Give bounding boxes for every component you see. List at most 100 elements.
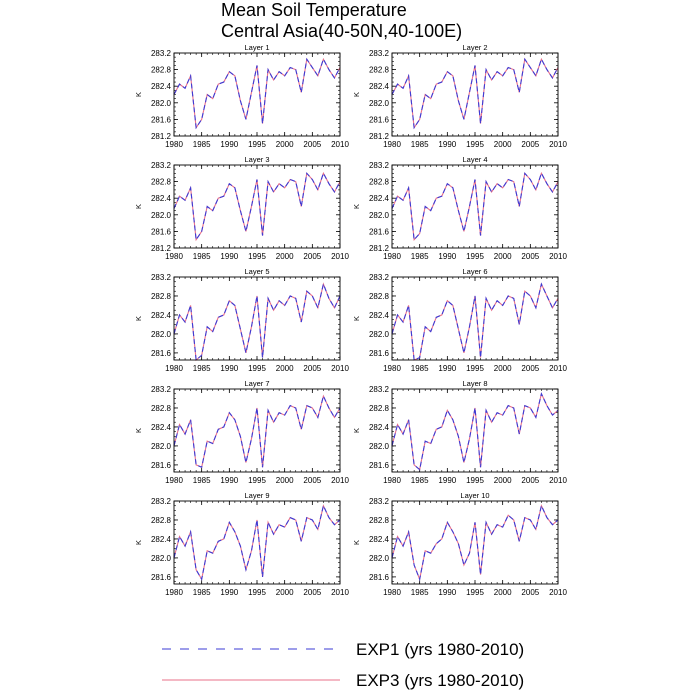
series-exp1-line (391, 392, 559, 471)
y-tick-label: 282.8 (369, 292, 390, 301)
panel-title: Layer 9 (244, 491, 269, 500)
x-tick-label: 1980 (383, 476, 401, 485)
y-tick-label: 282.0 (151, 442, 172, 451)
x-tick-label: 1995 (248, 588, 266, 597)
y-tick-label: 281.2 (369, 132, 390, 141)
x-tick-label: 2000 (276, 364, 294, 373)
y-tick-label: 282.0 (151, 99, 172, 108)
panel-frame (391, 500, 559, 585)
y-tick-label: 282.0 (151, 554, 172, 563)
x-tick-label: 1995 (466, 364, 484, 373)
x-tick-label: 2010 (549, 588, 567, 597)
x-tick-label: 2000 (494, 140, 512, 149)
x-tick-label: 1985 (193, 252, 211, 261)
y-tick-label: 282.4 (369, 194, 390, 203)
y-tick-label: 283.2 (369, 385, 390, 394)
series-exp1-line (173, 171, 341, 242)
panel-layer-4: Layer 4 1980 1985 1990 1995 2000 2005 2010 283.2… (352, 155, 567, 261)
x-tick-label: 1995 (248, 252, 266, 261)
y-tick-label: 281.2 (369, 244, 390, 253)
x-tick-label: 2010 (331, 140, 349, 149)
series-exp3-line (173, 282, 341, 362)
panel-frame (391, 52, 559, 137)
y-tick-label: 281.6 (151, 115, 172, 124)
x-tick-label: 2010 (331, 588, 349, 597)
legend-label-1: EXP1 (yrs 1980-2010) (356, 640, 524, 659)
x-tick-label: 2000 (494, 252, 512, 261)
x-tick-label: 1990 (438, 476, 456, 485)
y-tick-label: 281.6 (151, 349, 172, 358)
x-tick-label: 2005 (521, 588, 539, 597)
x-tick-label: 2000 (276, 588, 294, 597)
legend-label-2: EXP3 (yrs 1980-2010) (356, 671, 524, 690)
x-tick-label: 1995 (248, 140, 266, 149)
panel-layer-1: Layer 1 1980 1985 1990 1995 2000 2005 2010 283.2… (134, 43, 349, 149)
x-tick-label: 1985 (193, 588, 211, 597)
series-exp1-line (391, 57, 559, 130)
y-tick-label: 281.6 (369, 349, 390, 358)
x-tick-label: 2000 (276, 140, 294, 149)
x-tick-label: 2010 (549, 476, 567, 485)
y-axis-label: K (134, 316, 143, 321)
panel-layer-7: Layer 7 1980 1985 1990 1995 2000 2005 2010 283.2… (134, 379, 349, 485)
panel-layer-6: Layer 6 1980 1985 1990 1995 2000 2005 2010 283.2… (352, 267, 567, 373)
x-tick-label: 1985 (411, 140, 429, 149)
y-tick-label: 282.8 (151, 516, 172, 525)
y-axis-label: K (134, 428, 143, 433)
panel-layer-3: Layer 3 1980 1985 1990 1995 2000 2005 2010 283.2… (134, 155, 349, 261)
y-tick-label: 282.8 (151, 178, 172, 187)
x-tick-label: 2000 (494, 364, 512, 373)
y-axis-label: K (352, 316, 361, 321)
x-tick-label: 1995 (248, 476, 266, 485)
y-tick-label: 283.2 (369, 273, 390, 282)
x-tick-label: 1995 (466, 588, 484, 597)
y-tick-label: 282.0 (151, 211, 172, 220)
y-tick-label: 282.4 (369, 535, 390, 544)
x-tick-label: 1995 (466, 140, 484, 149)
x-tick-label: 2010 (331, 476, 349, 485)
panel-frame (173, 388, 341, 473)
series-exp3-line (173, 504, 341, 581)
x-tick-label: 1980 (165, 252, 183, 261)
panel-layer-9: Layer 9 1980 1985 1990 1995 2000 2005 2010 283.2… (134, 491, 349, 597)
x-tick-label: 1985 (411, 476, 429, 485)
x-tick-label: 1990 (220, 252, 238, 261)
y-axis-label: K (352, 540, 361, 545)
panel-title: Layer 5 (244, 267, 269, 276)
x-tick-label: 2010 (549, 252, 567, 261)
x-tick-label: 2010 (331, 364, 349, 373)
x-tick-label: 1985 (193, 140, 211, 149)
x-tick-label: 1980 (383, 588, 401, 597)
panel-frame (391, 164, 559, 249)
y-tick-label: 281.6 (151, 227, 172, 236)
x-tick-label: 1985 (193, 364, 211, 373)
y-tick-label: 282.4 (151, 423, 172, 432)
figure-title-line1: Mean Soil Temperature (221, 0, 407, 20)
series-exp1-line (391, 171, 559, 241)
y-tick-label: 282.8 (369, 66, 390, 75)
panel-grid: Layer 1 1980 1985 1990 1995 2000 2005 2010 283.2… (134, 43, 567, 597)
panel-frame (173, 52, 341, 137)
x-tick-label: 1980 (383, 364, 401, 373)
series-exp1-line (391, 282, 559, 361)
x-tick-label: 2000 (276, 252, 294, 261)
y-tick-label: 281.2 (151, 244, 172, 253)
x-tick-label: 2005 (303, 252, 321, 261)
x-tick-label: 1980 (383, 140, 401, 149)
panel-frame (391, 276, 559, 361)
panel-frame (173, 500, 341, 585)
x-tick-label: 1990 (220, 364, 238, 373)
y-tick-label: 281.6 (369, 227, 390, 236)
y-tick-label: 283.2 (151, 161, 172, 170)
x-tick-label: 2005 (521, 140, 539, 149)
x-tick-label: 1980 (165, 364, 183, 373)
panel-title: Layer 6 (462, 267, 487, 276)
series-exp3-line (391, 392, 559, 471)
series-exp1-line (173, 282, 341, 362)
series-exp3-line (173, 394, 341, 469)
x-tick-label: 1980 (383, 252, 401, 261)
y-axis-label: K (352, 428, 361, 433)
y-tick-label: 282.8 (369, 404, 390, 413)
x-tick-label: 2005 (521, 252, 539, 261)
panel-layer-8: Layer 8 1980 1985 1990 1995 2000 2005 2010 283.2… (352, 379, 567, 485)
